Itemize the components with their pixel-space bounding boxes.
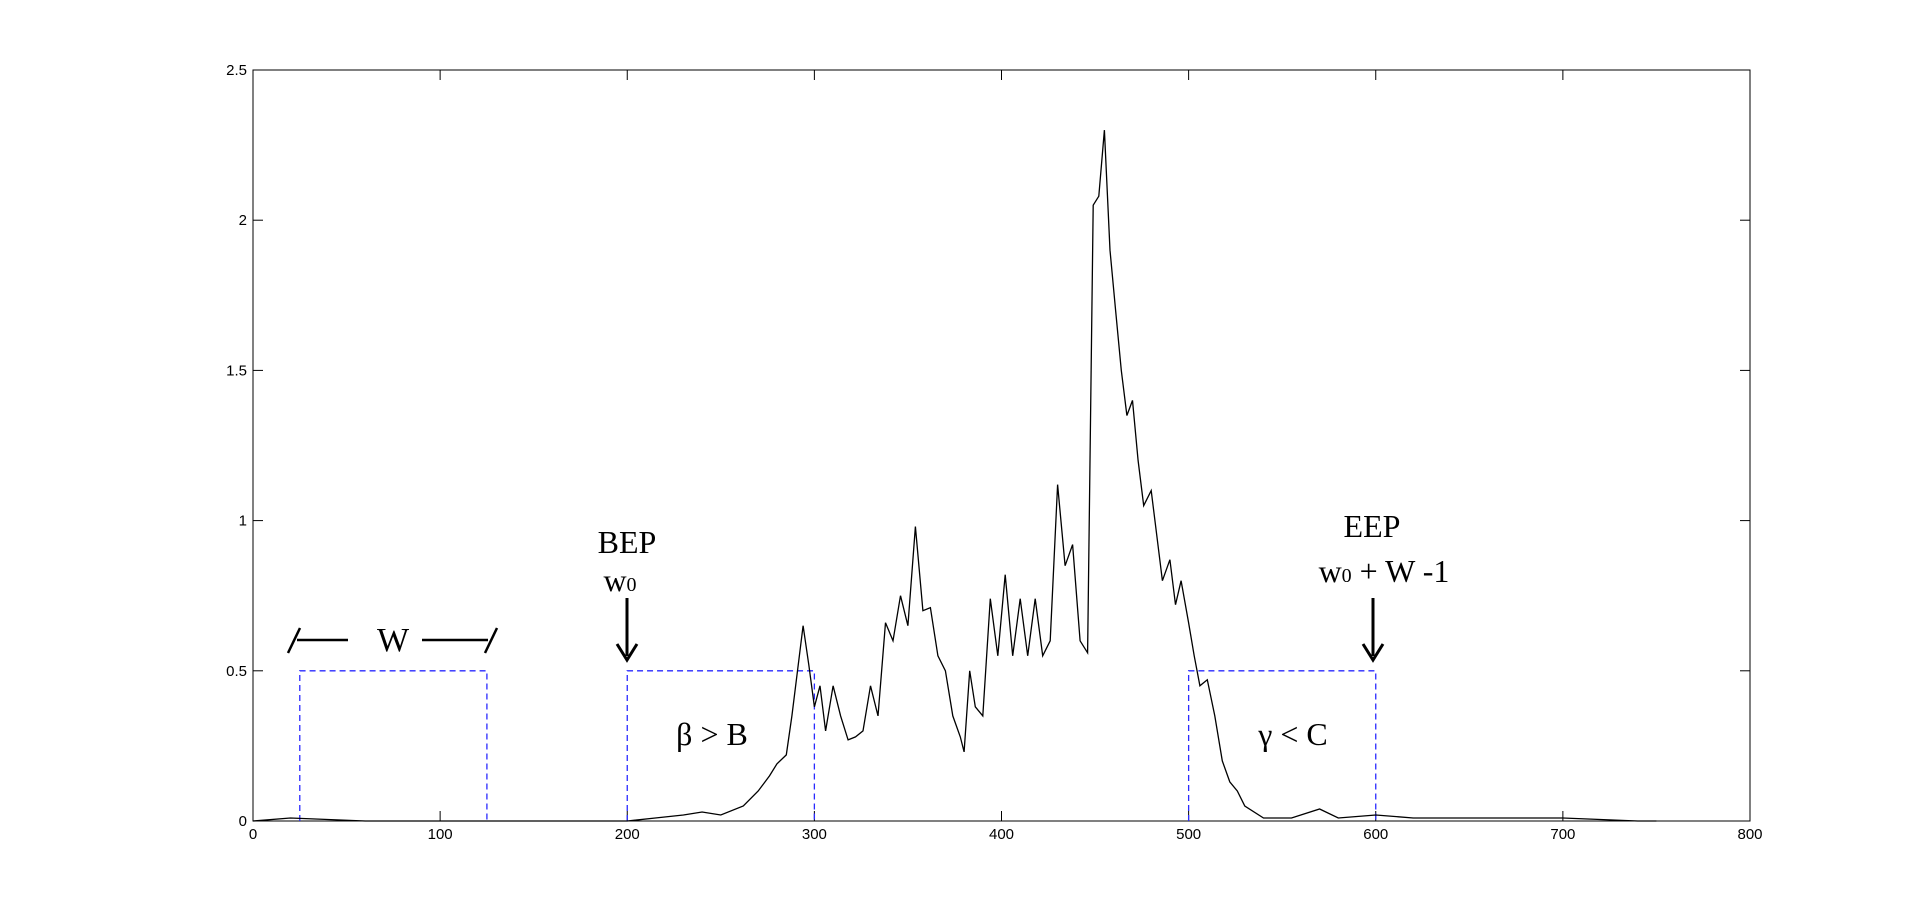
- bep-arrow-head: [615, 643, 639, 663]
- plot-frame: [252, 69, 1751, 822]
- x-tick-label: 0: [249, 826, 257, 843]
- eep-subscript: 0: [1342, 565, 1352, 587]
- window-span-left-tick: [286, 627, 302, 654]
- window-box: [299, 670, 488, 821]
- signal-series-line: [252, 130, 1657, 822]
- gamma-condition-label: γ < C: [1257, 716, 1328, 752]
- x-tick-label: 800: [1737, 826, 1762, 843]
- beta-condition-label: β > B: [676, 716, 748, 752]
- y-tick-label: 2: [239, 212, 247, 229]
- eep-arrow-head: [1361, 643, 1385, 663]
- y-axis: 0 0.5 1 1.5 2 2.5: [226, 62, 1750, 830]
- eep-formula-rest: + W -1: [1352, 553, 1450, 589]
- x-tick-label: 700: [1550, 826, 1575, 843]
- x-axis: 0 100 200 300 400 500 600 700 800: [249, 70, 1763, 843]
- eep-label: EEP: [1344, 508, 1401, 544]
- window-label: W: [377, 622, 410, 659]
- eep-w-text: w: [1319, 553, 1342, 589]
- bep-label: BEP: [598, 524, 657, 560]
- window-span-right-tick: [483, 627, 499, 654]
- window-box: [1187, 670, 1377, 821]
- y-tick-label: 0: [239, 813, 247, 830]
- y-tick-label: 0.5: [226, 663, 247, 680]
- bep-w0-label: w0: [603, 562, 636, 598]
- y-tick-label: 1.5: [226, 362, 247, 379]
- annotations: W BEP w0 β > B EEP w0 + W -1 γ < C: [286, 508, 1450, 752]
- x-tick-label: 100: [428, 826, 453, 843]
- x-tick-label: 400: [989, 826, 1014, 843]
- x-tick-label: 200: [615, 826, 640, 843]
- eep-formula-label: w0 + W -1: [1319, 553, 1450, 589]
- y-tick-label: 1: [239, 513, 247, 530]
- x-tick-label: 600: [1363, 826, 1388, 843]
- window-boxes: [299, 670, 1377, 821]
- bep-w-text: w: [603, 562, 626, 598]
- x-tick-label: 300: [802, 826, 827, 843]
- bep-subscript: 0: [627, 574, 637, 596]
- window-box: [626, 670, 816, 821]
- y-tick-label: 2.5: [226, 62, 247, 79]
- x-tick-label: 500: [1176, 826, 1201, 843]
